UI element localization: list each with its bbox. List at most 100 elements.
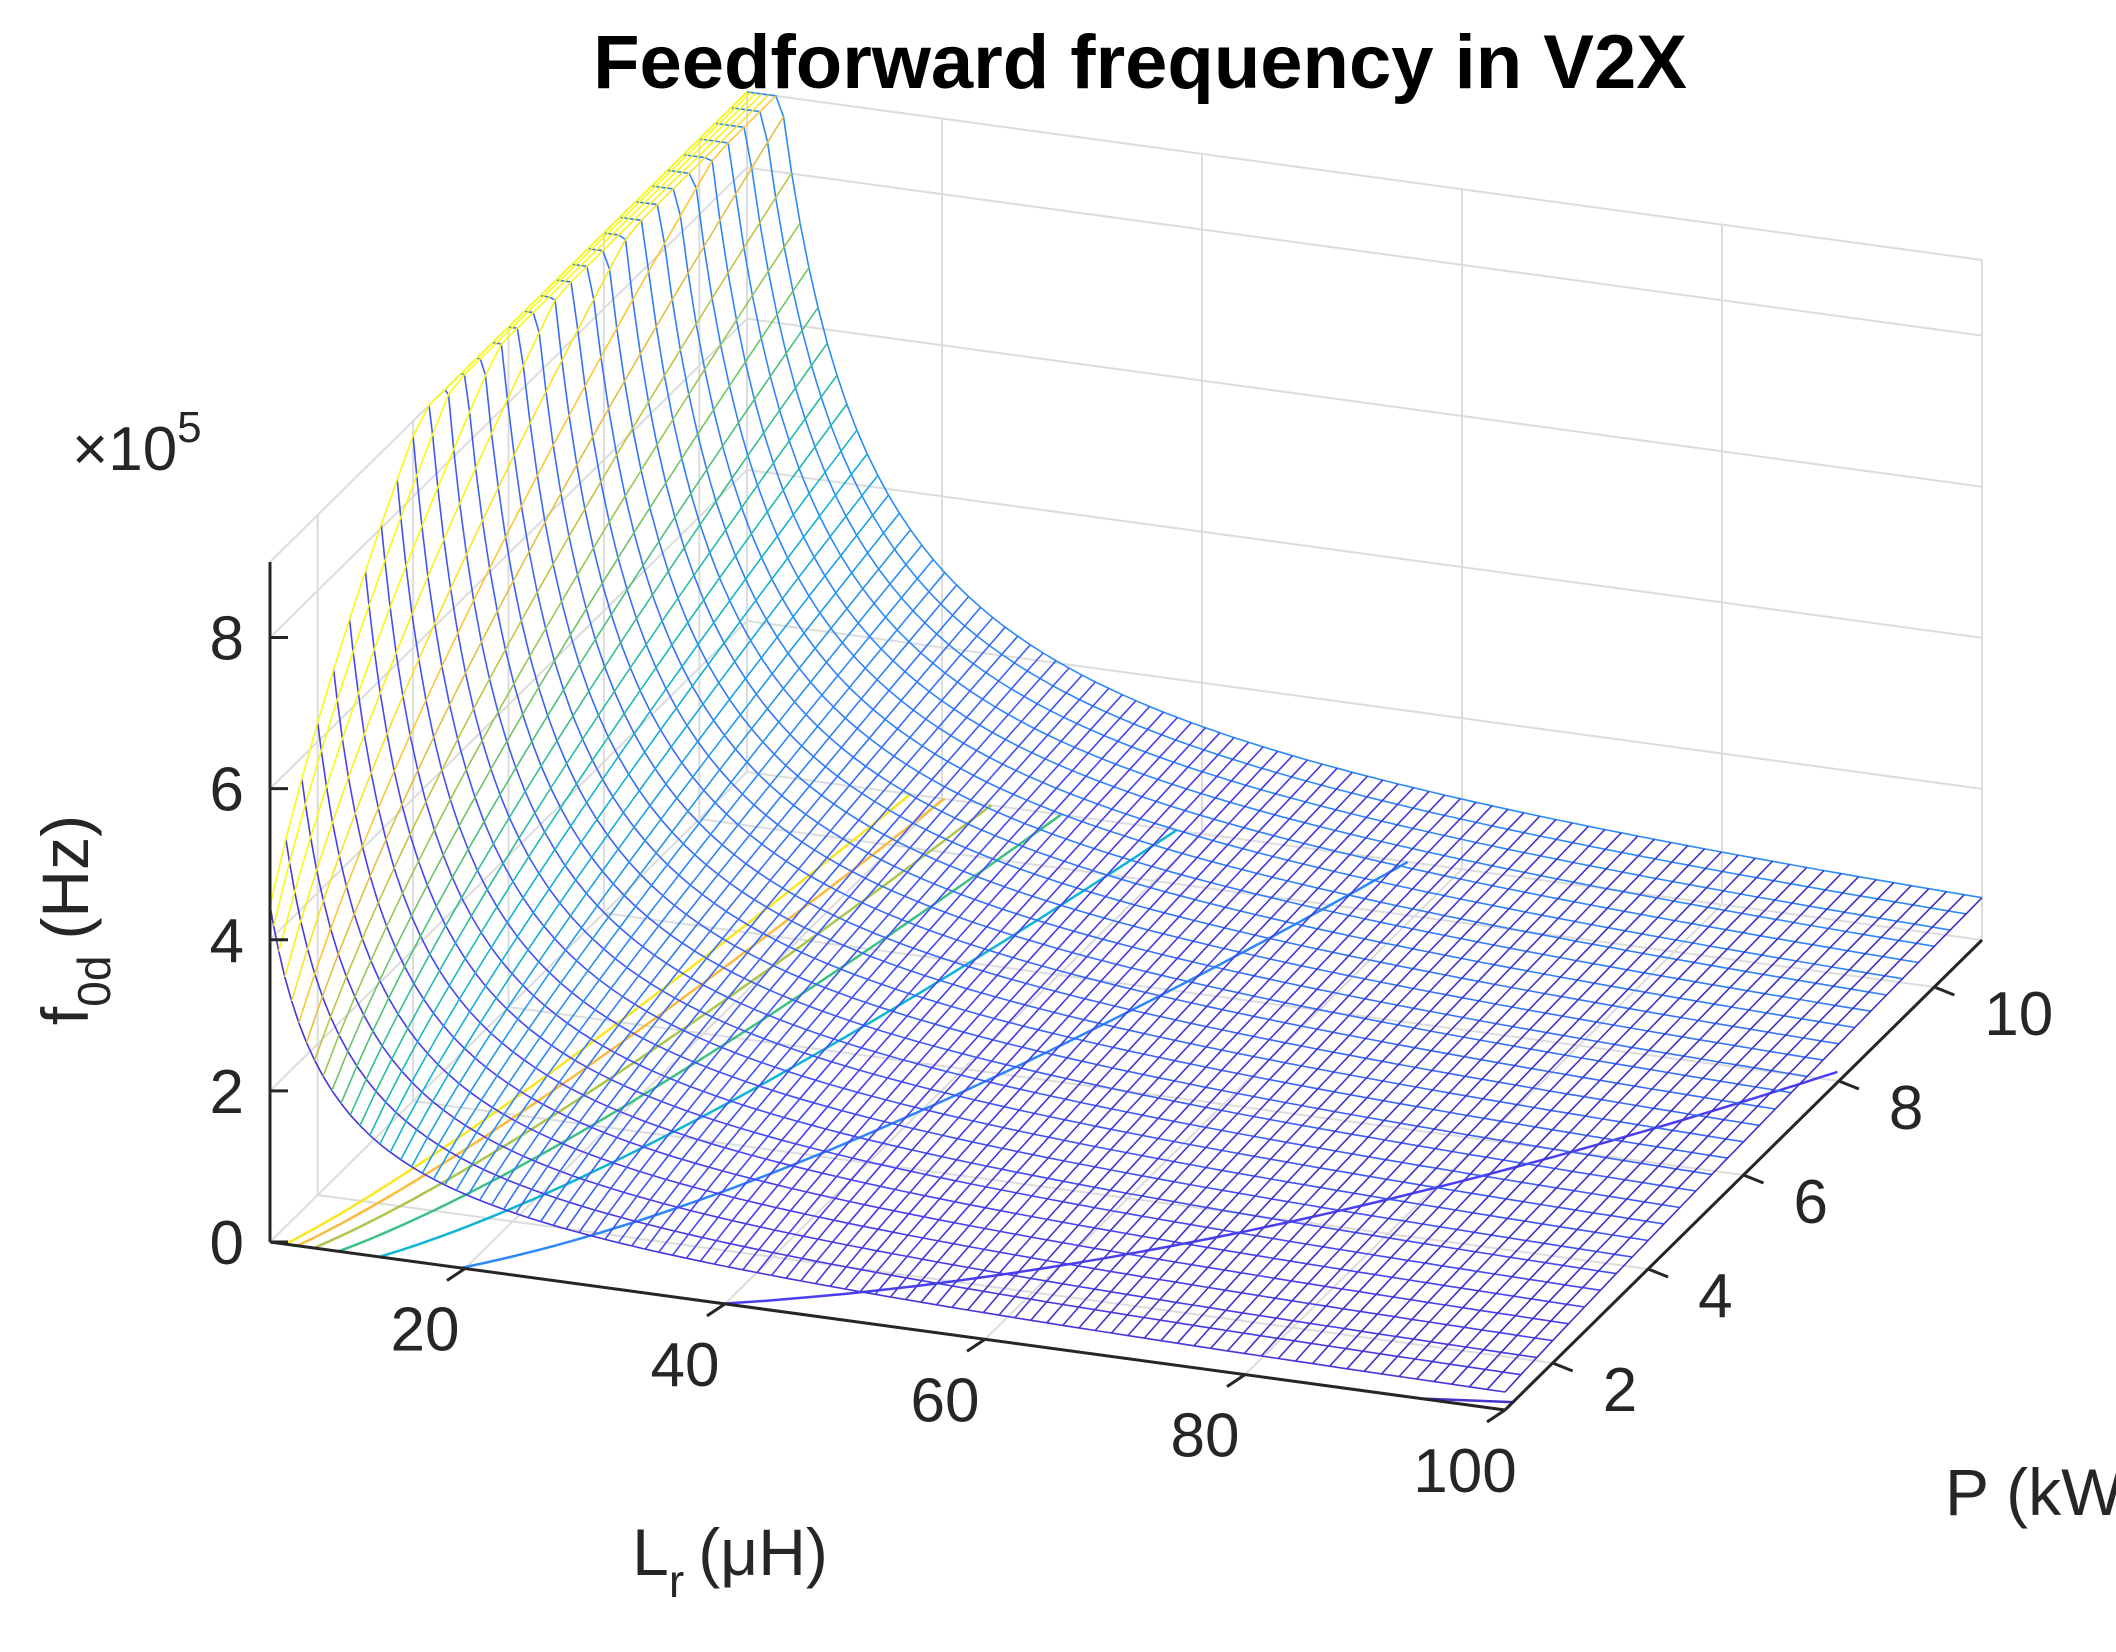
mesh-line-l — [565, 652, 1044, 1230]
contour-line — [722, 1070, 1838, 1305]
mesh-line-l — [671, 705, 1151, 1256]
mesh-line-l — [920, 783, 1399, 1303]
mesh-line-l — [1143, 832, 1622, 1339]
mesh-line-l — [998, 801, 1477, 1316]
axes — [268, 562, 1984, 1424]
mesh-line-l — [617, 681, 1096, 1244]
mesh-line-l — [1486, 894, 1965, 1390]
mesh-line-l — [874, 771, 1353, 1295]
mesh-line-l — [1294, 860, 1773, 1362]
grid-line-y — [507, 327, 1744, 1176]
mesh-line-l — [829, 759, 1308, 1287]
mesh-line-l — [400, 474, 879, 1161]
mesh-line-l — [410, 494, 890, 1168]
grid-line-x — [1244, 224, 1723, 1376]
mesh-line-l — [1046, 812, 1525, 1324]
mesh-line-l — [966, 794, 1446, 1311]
y-tick-label: 2 — [1603, 1356, 1637, 1425]
mesh-line-l — [1398, 879, 1877, 1378]
mesh-line-l — [1311, 863, 1791, 1365]
mesh-line-l — [467, 572, 946, 1196]
x-tick-mark — [966, 1338, 986, 1353]
x-tick-label: 60 — [911, 1366, 980, 1435]
z-tick-label: 8 — [210, 605, 244, 674]
y-tick-label: 8 — [1889, 1074, 1923, 1143]
mesh-line-l — [313, 172, 793, 1061]
mesh-line-l — [349, 342, 828, 1116]
x-tick-mark — [1486, 1408, 1506, 1424]
contour-line — [296, 797, 946, 1247]
mesh-line-l — [785, 746, 1264, 1279]
x-tick-mark — [706, 1302, 726, 1318]
mesh-line-l — [278, 92, 757, 952]
x-axis-label: Lr (μH) — [632, 1515, 828, 1607]
mesh-line-l — [369, 403, 848, 1136]
z-tick-label: 0 — [210, 1209, 244, 1278]
mesh-line-l — [1363, 873, 1842, 1372]
mesh-line-l — [540, 635, 1019, 1222]
mesh-line-l — [800, 750, 1279, 1282]
mesh-line-l — [379, 429, 858, 1145]
mesh-line-l — [290, 94, 770, 1002]
mesh-line-p — [715, 122, 1951, 931]
mesh-line-l — [1030, 808, 1509, 1321]
mesh-line-l — [490, 596, 970, 1206]
mesh-line-l — [1176, 838, 1655, 1344]
mesh-line-l — [578, 660, 1057, 1233]
mesh-line-l — [1243, 851, 1722, 1354]
mesh-line-l — [859, 767, 1338, 1293]
mesh-line-l — [935, 787, 1415, 1306]
y-axis-label: P (kW) — [1945, 1455, 2116, 1529]
y-tick-mark — [1742, 1173, 1765, 1185]
mesh-line-l — [727, 727, 1207, 1268]
mesh-line-l — [591, 667, 1070, 1237]
mesh-line-l — [389, 453, 868, 1153]
mesh-line-l — [1381, 876, 1860, 1375]
mesh-line-l — [889, 775, 1369, 1298]
y-tick-mark — [1933, 985, 1955, 997]
contour-line — [313, 804, 993, 1250]
mesh-line-l — [1468, 891, 1947, 1388]
mesh-line-l — [331, 267, 810, 1091]
grid-line-x — [464, 118, 943, 1270]
mesh-line-l — [685, 711, 1164, 1259]
mesh-line-l — [272, 91, 752, 926]
grid-line-y — [316, 515, 1553, 1364]
mesh-line-l — [1062, 815, 1541, 1326]
mesh-line-l — [1078, 819, 1557, 1329]
x-tick-label: 80 — [1171, 1402, 1240, 1471]
mesh-line-l — [1160, 835, 1639, 1342]
mesh-line-l — [340, 307, 819, 1104]
mesh-line-p — [730, 106, 1967, 915]
grid-line-z — [269, 619, 1983, 1092]
x-tick-label: 40 — [651, 1331, 720, 1400]
mesh-line-p — [699, 138, 1935, 948]
y-tick-mark — [1647, 1267, 1669, 1279]
mesh-line-l — [658, 700, 1137, 1253]
y-tick-label: 10 — [1984, 980, 2053, 1049]
mesh-line-l — [1127, 829, 1606, 1337]
mesh-line-l — [269, 91, 748, 906]
mesh-line-l — [455, 558, 934, 1191]
mesh-line-l — [699, 716, 1178, 1262]
mesh-line-l — [742, 732, 1221, 1271]
mesh-line-l — [284, 93, 763, 978]
mesh-line-l — [770, 741, 1250, 1276]
x-tick-mark — [446, 1267, 466, 1282]
contour-line — [338, 813, 1062, 1253]
x-tick-label: 100 — [1413, 1437, 1516, 1506]
mesh-line-l — [502, 606, 982, 1210]
mesh-line-l — [432, 529, 912, 1180]
x-axis-line — [269, 1240, 1506, 1412]
mesh-line-l — [1226, 848, 1706, 1352]
surface-mesh — [269, 91, 1983, 1393]
grid-line-z — [269, 90, 1983, 563]
mesh-line-l — [1433, 885, 1912, 1383]
mesh-line-l — [1014, 805, 1493, 1319]
mesh-line-l — [951, 790, 1430, 1308]
mesh-line-l — [421, 512, 901, 1174]
y-tick-label: 6 — [1794, 1168, 1828, 1237]
x-tick-mark — [1226, 1373, 1246, 1388]
